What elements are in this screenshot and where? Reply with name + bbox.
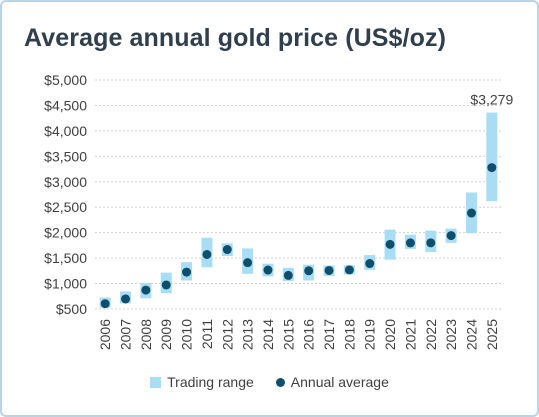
x-tick-label: 2007 [118, 319, 134, 350]
y-tick-label: $2,000 [44, 225, 87, 241]
x-tick-label: 2019 [362, 319, 378, 350]
y-tick-label: $4,500 [44, 97, 87, 113]
annual-average-point [283, 270, 293, 280]
annual-average-point [141, 285, 151, 295]
legend-label-trading-range: Trading range [167, 374, 254, 390]
annual-average-point [161, 280, 171, 290]
annual-average-point [446, 231, 456, 241]
x-tick-label: 2021 [402, 319, 418, 350]
annual-average-point [304, 266, 314, 276]
legend-item-annual-average: Annual average [275, 374, 389, 390]
annotations: $3,279 [470, 92, 513, 108]
x-tick-label: 2016 [301, 319, 317, 350]
annual-average-point [405, 238, 415, 248]
x-tick-label: 2023 [443, 319, 459, 350]
annual-average-point [243, 258, 253, 268]
chart-title: Average annual gold price (US$/oz) [24, 24, 447, 52]
annual-average-point [365, 259, 375, 269]
y-tick-label: $1,500 [44, 250, 87, 266]
x-tick-label: 2018 [341, 319, 357, 350]
annual-average-point [466, 208, 476, 218]
x-tick-label: 2025 [484, 319, 500, 350]
trading-range-swatch [150, 376, 162, 388]
y-tick-label: $1,000 [44, 276, 87, 292]
legend-item-trading-range: Trading range [150, 374, 254, 390]
annual-average-point [487, 163, 497, 173]
annual-average-point [426, 238, 436, 248]
x-tick-label: 2008 [138, 319, 154, 350]
annual-average-point [100, 299, 110, 309]
x-axis-tick-labels: 2006 2007 2008 2009 2010 2011 2012 2013 2014 2015… [97, 319, 500, 350]
trading-range-bar [486, 112, 498, 202]
annual-average-point [344, 265, 354, 275]
x-tick-label: 2011 [199, 319, 215, 349]
data-label-annotation: $3,279 [470, 92, 513, 108]
x-tick-label: 2020 [382, 319, 398, 350]
x-tick-label: 2022 [423, 319, 439, 350]
x-tick-label: 2009 [158, 319, 174, 350]
y-tick-label: $2,500 [44, 199, 87, 215]
x-tick-label: 2013 [240, 319, 256, 350]
x-tick-label: 2024 [463, 319, 479, 350]
x-tick-label: 2014 [260, 319, 276, 350]
trading-range-series [99, 112, 498, 308]
y-tick-label: $500 [56, 301, 87, 317]
annual-average-point [324, 265, 334, 275]
gridlines [95, 79, 502, 310]
annual-average-series [100, 163, 497, 309]
legend: Trading range Annual average [2, 374, 537, 390]
annual-average-point [263, 265, 273, 275]
x-tick-label: 2012 [219, 319, 235, 350]
annual-average-point [121, 294, 131, 304]
y-tick-label: $3,000 [44, 174, 87, 190]
x-tick-label: 2015 [280, 319, 296, 350]
annual-average-point [202, 249, 212, 259]
y-axis-tick-labels: $500 $1,000 $1,500 $2,000 $2,500 $3,000 $3,500… [44, 72, 87, 317]
annual-average-swatch [275, 377, 285, 387]
x-tick-label: 2006 [97, 319, 113, 350]
annual-average-point [222, 245, 232, 255]
y-tick-label: $4,000 [44, 123, 87, 139]
x-tick-label: 2017 [321, 319, 337, 350]
y-tick-label: $5,000 [44, 72, 87, 88]
legend-label-annual-average: Annual average [290, 374, 389, 390]
annual-average-point [182, 267, 192, 277]
y-tick-label: $3,500 [44, 148, 87, 164]
annual-average-point [385, 239, 395, 249]
x-tick-label: 2010 [179, 319, 195, 350]
